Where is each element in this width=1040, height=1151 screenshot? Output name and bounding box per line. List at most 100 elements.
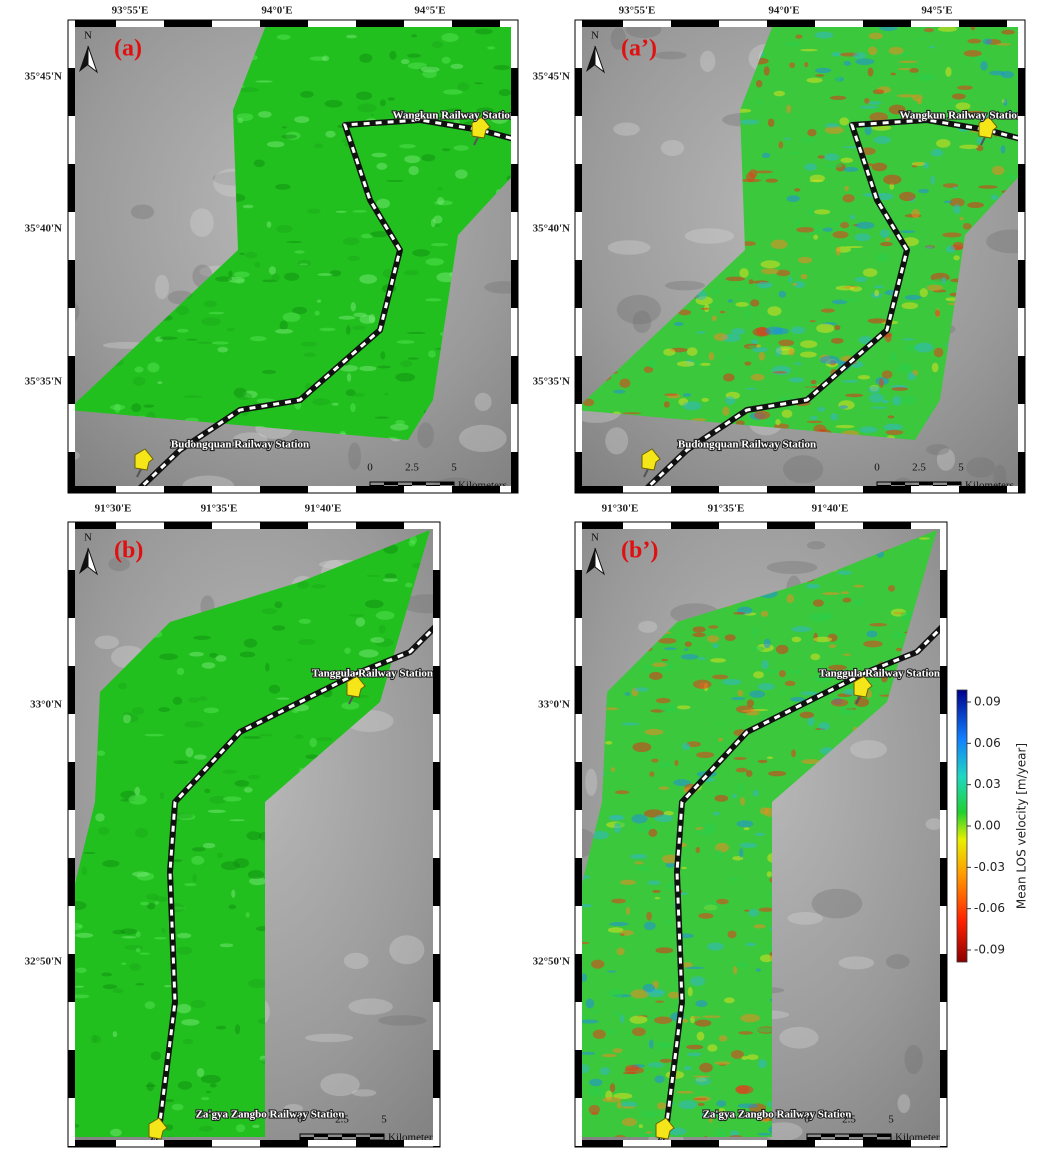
velocity-patch [825, 123, 839, 128]
velocity-patch [751, 646, 764, 651]
frame-segment [433, 570, 440, 618]
velocity-patch [173, 760, 188, 764]
longitude-label: 91°35'E [201, 503, 238, 515]
velocity-patch [767, 306, 781, 316]
velocity-patch [681, 867, 687, 869]
velocity-patch [431, 219, 436, 228]
velocity-patch [730, 877, 740, 881]
velocity-patch [880, 229, 890, 237]
velocity-patch [806, 584, 820, 589]
station-label: Wangkun Railway Station [900, 110, 1023, 122]
velocity-patch [698, 1103, 705, 1106]
velocity-patch [753, 671, 764, 678]
frame-segment [452, 486, 500, 493]
velocity-patch [931, 149, 944, 157]
velocity-patch [751, 339, 758, 344]
velocity-patch [658, 1042, 673, 1048]
terrain-relief [348, 442, 361, 470]
frame-segment [1018, 404, 1025, 452]
velocity-patch [405, 583, 412, 588]
velocity-patch [758, 1133, 772, 1136]
colorbar-tick-label: 0.00 [974, 819, 1001, 833]
velocity-patch [404, 155, 420, 163]
velocity-patch [397, 340, 415, 343]
velocity-patch [835, 425, 854, 428]
frame-segment [940, 522, 947, 570]
velocity-patch [980, 61, 988, 71]
velocity-patch [868, 101, 882, 105]
frame-segment [212, 20, 260, 27]
velocity-patch [733, 612, 745, 615]
velocity-patch [813, 599, 824, 606]
velocity-patch [202, 662, 215, 668]
velocity-patch [370, 637, 384, 643]
longitude-label: 91°40'E [812, 503, 849, 515]
velocity-patch [715, 795, 729, 802]
frame-segment [68, 1098, 75, 1146]
velocity-patch [135, 366, 144, 372]
velocity-patch [723, 373, 735, 381]
frame-segment [1018, 116, 1025, 164]
velocity-patch [244, 639, 257, 648]
north-label: N [84, 30, 92, 42]
velocity-patch [868, 47, 877, 56]
velocity-patch [841, 158, 854, 163]
velocity-patch [431, 243, 449, 246]
scale-tick-label: 2.5 [912, 462, 926, 474]
frame-segment [575, 20, 582, 68]
velocity-patch [775, 419, 780, 425]
velocity-patch [923, 162, 929, 169]
velocity-patch [704, 1087, 717, 1090]
terrain-relief [608, 240, 651, 255]
velocity-patch [366, 575, 380, 577]
velocity-patch [712, 316, 717, 321]
frame-segment [575, 1098, 582, 1146]
frame-segment [575, 260, 582, 308]
velocity-patch [101, 973, 112, 977]
velocity-patch [699, 1063, 713, 1073]
velocity-patch [356, 92, 372, 100]
velocity-patch [854, 599, 863, 606]
velocity-patch [738, 1031, 753, 1035]
frame-segment [433, 810, 440, 858]
velocity-patch [782, 410, 793, 418]
velocity-patch [322, 56, 329, 62]
terrain-relief [585, 769, 597, 796]
velocity-patch [761, 260, 781, 268]
velocity-patch [817, 407, 825, 412]
frame-segment [164, 486, 212, 493]
velocity-patch [882, 370, 893, 378]
velocity-patch [710, 289, 720, 294]
velocity-patch [785, 42, 802, 46]
velocity-patch [591, 1112, 599, 1115]
frame-segment [260, 522, 308, 529]
velocity-patch [186, 339, 197, 341]
velocity-patch [189, 652, 204, 657]
frame-segment [511, 20, 518, 68]
velocity-patch [900, 230, 915, 233]
velocity-patch [639, 1124, 643, 1128]
frame-segment [68, 522, 75, 570]
velocity-patch [145, 1001, 155, 1009]
velocity-patch [243, 736, 262, 739]
velocity-patch [344, 648, 350, 654]
velocity-patch [376, 163, 387, 170]
frame-segment [623, 1140, 671, 1147]
velocity-patch [621, 1106, 635, 1108]
frame-segment [68, 486, 116, 493]
frame-segment [911, 486, 959, 493]
scale-tick-label: 5 [381, 1114, 387, 1126]
velocity-patch [855, 58, 874, 65]
velocity-patch [686, 1045, 703, 1050]
velocity-patch [210, 1083, 217, 1087]
frame-segment [212, 486, 260, 493]
velocity-patch [311, 584, 326, 588]
colorbar-tick-label: 0.06 [974, 736, 1001, 750]
velocity-patch [892, 396, 901, 406]
terrain-relief [886, 954, 910, 969]
velocity-patch [622, 412, 641, 414]
latitude-label: 35°45'N [533, 71, 570, 83]
velocity-patch [246, 912, 250, 918]
frame-segment [404, 486, 452, 493]
velocity-patch [744, 361, 751, 365]
